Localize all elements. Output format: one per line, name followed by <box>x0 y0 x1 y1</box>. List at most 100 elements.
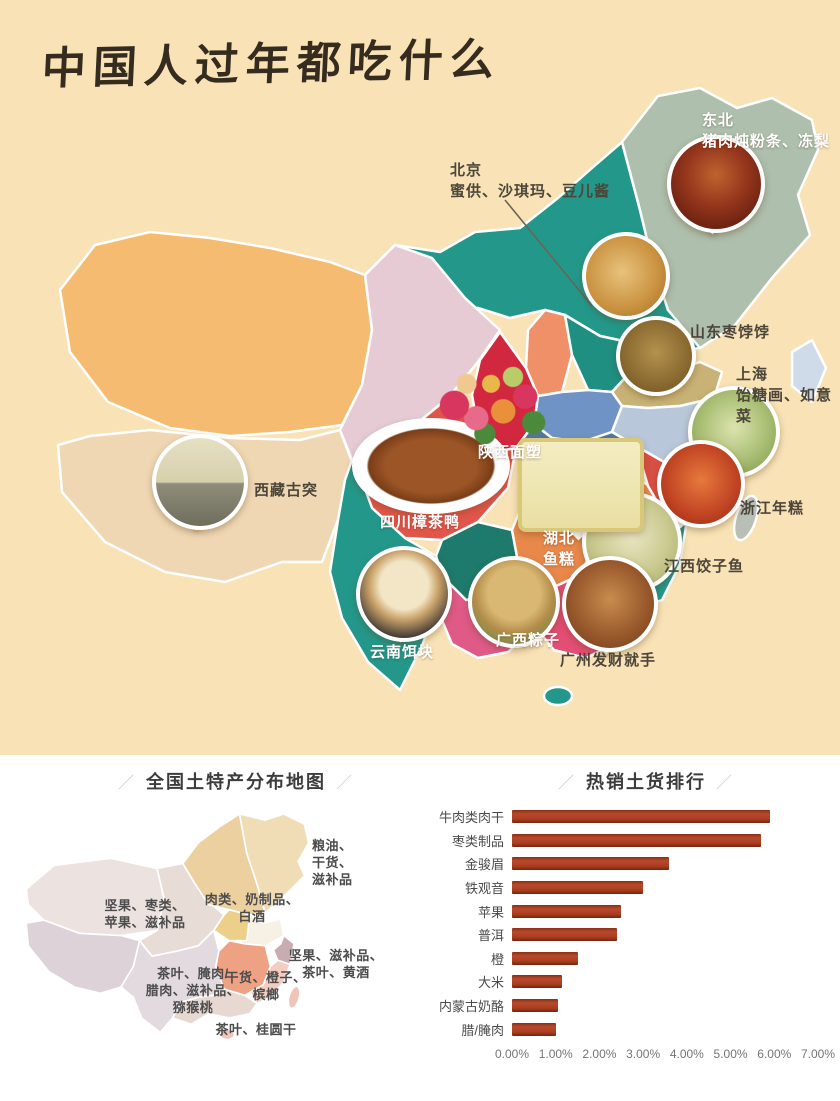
x-axis-tick: 7.00% <box>800 1046 836 1061</box>
label-guangxi: 广西粽子 <box>496 632 561 649</box>
food-photo-beijing-migong <box>582 232 670 320</box>
x-axis-tick: 2.00% <box>582 1046 617 1061</box>
label-shanghai-region: 上海 <box>736 366 769 383</box>
mini-label-grain-oil: 粮油、 干货、 滋补品 <box>312 838 353 887</box>
label-hubei-foods: 鱼糕 <box>543 551 576 568</box>
ranking-deco-right: ／ <box>716 775 735 792</box>
bar <box>512 1022 556 1036</box>
label-guangzhou: 广州发财就手 <box>560 652 657 669</box>
bar-category-label: 腊/腌肉 <box>461 1022 504 1038</box>
label-shaanxi: 陕西面塑 <box>478 444 543 461</box>
bar-category-label: 牛肉类肉干 <box>438 810 504 826</box>
mini-label-nuts-tea-wine: 坚果、滋补品、 茶叶、黄酒 <box>288 948 384 980</box>
mini-label-tea-longan: 茶叶、桂圆干 <box>215 1022 297 1037</box>
label-yunnan: 云南饵块 <box>370 644 435 661</box>
cny-food-map-section: 中国人过年都吃什么 <box>0 0 840 755</box>
bar-category-label: 铁观音 <box>464 881 504 897</box>
specialty-map-title: 全国土特产分布地图 <box>146 772 327 792</box>
label-beijing: 北京 蜜供、沙琪玛、豆儿酱 <box>450 160 610 202</box>
x-axis-tick: 4.00% <box>669 1046 704 1061</box>
bar-track <box>512 904 818 918</box>
region-korea <box>790 338 828 404</box>
food-photo-hubei-fishcake <box>518 438 644 532</box>
x-axis-tick: 6.00% <box>757 1046 792 1061</box>
bar-row: 金骏眉 <box>416 852 818 876</box>
bar-row: 牛肉类肉干 <box>416 805 818 829</box>
bar-row: 内蒙古奶酪 <box>416 994 818 1018</box>
label-shanghai: 上海 饴糖画、如意菜 <box>736 364 840 427</box>
bar-row: 铁观音 <box>416 876 818 900</box>
specialty-mini-map <box>25 813 310 1041</box>
mini-region-northeast <box>238 813 310 914</box>
bar-track <box>512 999 818 1013</box>
ranking-title-row: ／ 热销土货排行 ／ <box>548 768 744 794</box>
bar-category-label: 金骏眉 <box>464 857 504 873</box>
mini-region-southeast <box>248 959 291 1005</box>
bar-track <box>512 975 818 989</box>
bar <box>512 975 563 989</box>
label-shanghai-foods: 饴糖画、如意菜 <box>736 387 833 425</box>
bar-row: 橙 <box>416 947 818 971</box>
bar-row: 普洱 <box>416 923 818 947</box>
food-photo-xizang-gutu <box>152 434 248 530</box>
x-axis-tick: 0.00% <box>494 1046 530 1061</box>
bottom-section: ／ 全国土特产分布地图 ／ ／ 热销土货排行 ／ 粮油、 干货、 滋补品 肉类、奶制品、… <box>0 755 840 1101</box>
bar <box>512 833 762 847</box>
mini-region-south <box>171 988 258 1025</box>
food-photo-dongbei-stew <box>667 135 765 233</box>
bar-category-label: 橙 <box>490 951 504 967</box>
bar-row: 枣类制品 <box>416 829 818 853</box>
food-photo-shandong-buns <box>616 316 696 396</box>
bar <box>512 999 558 1013</box>
region-xinjiang <box>58 230 374 438</box>
bar-category-label: 枣类制品 <box>451 833 504 849</box>
bar-category-label: 普洱 <box>477 928 504 944</box>
bar-category-label: 苹果 <box>477 904 504 920</box>
mini-label-meat-dairy: 肉类、奶制品、 白酒 <box>204 892 300 924</box>
region-taiwan <box>732 494 760 542</box>
label-dongbei: 东北 猪肉炖粉条、冻梨 <box>702 110 830 152</box>
mini-region-taiwan <box>287 985 301 1010</box>
label-hubei: 湖北 鱼糕 <box>543 528 575 570</box>
label-xizang: 西藏古突 <box>254 482 319 499</box>
bar-track <box>512 1022 818 1036</box>
bar-track <box>512 928 818 942</box>
label-sichuan: 四川樟茶鸭 <box>380 514 461 531</box>
bar-category-label: 内蒙古奶酪 <box>438 999 504 1015</box>
bar-category-label: 大米 <box>477 975 504 991</box>
x-axis-ticks: 0.00% 1.00% 2.00% 3.00% 4.00% 5.00% 6.00% 7.00% <box>495 1046 835 1067</box>
label-beijing-region: 北京 <box>450 162 483 179</box>
bar <box>512 951 578 965</box>
title-deco-right: ／ <box>336 775 355 792</box>
specialty-map-title-row: ／ 全国土特产分布地图 ／ <box>108 768 364 794</box>
mini-region-hainan <box>219 1028 236 1041</box>
mini-label-nuts-dates: 坚果、枣类、 苹果、滋补品 <box>104 898 186 930</box>
bar-track <box>512 833 818 847</box>
region-hainan <box>542 685 574 707</box>
bar-row: 大米 <box>416 970 818 994</box>
bar <box>512 857 670 871</box>
x-axis-tick: 5.00% <box>713 1046 748 1061</box>
beijing-leader-line <box>504 199 593 307</box>
ranking-title: 热销土货排行 <box>586 772 707 792</box>
bar-rows: 牛肉类肉干枣类制品金骏眉铁观音苹果普洱橙大米内蒙古奶酪腊/腌肉 <box>416 805 818 1041</box>
bar-track <box>512 857 818 871</box>
label-beijing-foods: 蜜供、沙琪玛、豆儿酱 <box>450 183 611 200</box>
bar-row: 苹果 <box>416 899 818 923</box>
bar-track <box>512 881 818 895</box>
bar-row: 腊/腌肉 <box>416 1017 818 1041</box>
food-photo-shaanxi-dough-flowers <box>430 358 552 444</box>
food-photo-guangzhou-pork <box>562 556 658 652</box>
bar <box>512 810 770 824</box>
food-photo-yunnan-erkuai <box>356 546 452 642</box>
bar-track <box>512 951 818 965</box>
mini-label-drygoods-orange: 干货、橙子、 槟榔 <box>225 970 307 1002</box>
label-dongbei-region: 东北 <box>702 112 735 129</box>
bar-track <box>512 810 818 824</box>
ranking-deco-left: ／ <box>558 775 577 792</box>
bar <box>512 904 622 918</box>
label-hubei-region: 湖北 <box>543 530 576 547</box>
bar <box>512 881 644 895</box>
label-shandong: 山东枣饽饽 <box>690 324 771 341</box>
x-axis-tick: 3.00% <box>626 1046 661 1061</box>
